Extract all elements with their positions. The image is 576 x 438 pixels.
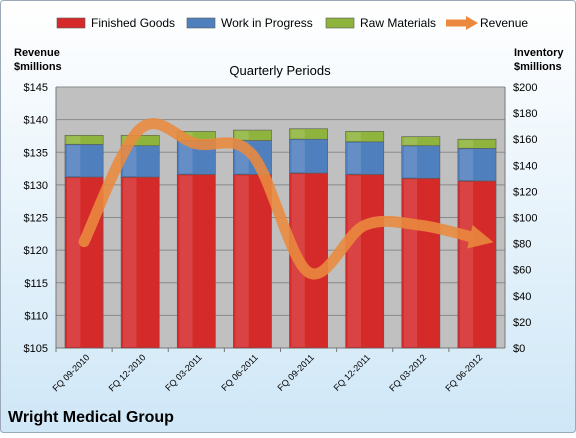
bar-highlight (459, 149, 474, 180)
left-tick-label: $140 (24, 115, 48, 127)
bar-highlight (291, 140, 305, 173)
bar-finished-goods (457, 180, 497, 349)
left-axis-title-line2: $millions (14, 61, 62, 73)
bar-highlight (123, 178, 137, 347)
left-tick-label: $110 (24, 310, 48, 322)
legend-label: Raw Materials (360, 16, 436, 30)
right-tick-label: $60 (513, 265, 531, 277)
bar-highlight (403, 137, 418, 145)
left-tick-label: $125 (24, 213, 48, 225)
right-tick-label: $120 (513, 186, 537, 198)
right-tick-label: $20 (513, 317, 531, 329)
bar-highlight (66, 178, 81, 347)
bar-highlight (347, 175, 361, 347)
bar-highlight (66, 145, 81, 177)
legend-arrow-icon (466, 16, 478, 30)
right-tick-label: $40 (513, 291, 531, 303)
bar-work-in-progress (64, 144, 104, 178)
bar-work-in-progress (457, 148, 497, 182)
company-name: Wright Medical Group (8, 409, 174, 426)
bar-work-in-progress (345, 141, 385, 175)
right-tick-label: $80 (513, 239, 531, 251)
bar-highlight (291, 129, 305, 139)
bar-raw-materials (233, 129, 272, 141)
right-tick-label: $140 (513, 160, 537, 172)
right-tick-label: $200 (513, 82, 537, 94)
right-tick-label: $0 (513, 343, 525, 355)
right-axis-title-line1: Inventory (514, 47, 564, 59)
bar-highlight (235, 175, 249, 347)
bar-highlight (459, 140, 474, 148)
bar-highlight (347, 142, 361, 174)
left-tick-label: $105 (24, 343, 48, 355)
left-axis-title-line1: Revenue (14, 47, 60, 59)
bar-highlight (179, 141, 193, 174)
bar-raw-materials (64, 134, 104, 145)
right-axis-title-line2: $millions (514, 61, 562, 73)
legend-swatch (56, 17, 86, 29)
bar-raw-materials (289, 128, 328, 140)
chart-subtitle: Quarterly Periods (229, 63, 331, 78)
left-tick-label: $130 (24, 180, 48, 192)
bar-highlight (179, 175, 193, 347)
bar-finished-goods (233, 174, 272, 349)
left-tick-label: $120 (24, 245, 48, 257)
bar-raw-materials (345, 131, 385, 143)
right-tick-label: $100 (513, 213, 537, 225)
right-tick-label: $180 (513, 108, 537, 120)
legend-label: Work in Progress (221, 16, 313, 30)
bar-highlight (459, 181, 474, 347)
bar-highlight (403, 179, 418, 347)
bar-finished-goods (120, 176, 160, 349)
left-tick-label: $135 (24, 147, 48, 159)
plot-area: $105 $110 $115 $120 $125 $130 $135 $140 $145 $0 $2… (24, 82, 538, 393)
bar-highlight (347, 132, 361, 141)
bar-highlight (403, 146, 418, 178)
legend-label: Revenue (480, 16, 528, 30)
legend-label: Finished Goods (91, 16, 175, 30)
bar-highlight (235, 131, 249, 140)
bar-work-in-progress (401, 145, 441, 179)
legend: Finished Goods Work in Progress Raw Materi… (56, 16, 528, 30)
legend-swatch (186, 17, 216, 29)
legend-swatch (325, 17, 355, 29)
left-tick-label: $115 (24, 278, 48, 290)
bar-finished-goods (176, 174, 216, 349)
bar-finished-goods (401, 178, 441, 349)
left-tick-label: $145 (24, 82, 48, 94)
bar-raw-materials (457, 138, 497, 149)
bar-raw-materials (401, 136, 441, 147)
right-tick-label: $160 (513, 134, 537, 146)
bar-highlight (66, 136, 81, 144)
revenue-line (78, 118, 494, 280)
bar-finished-goods (345, 174, 385, 349)
